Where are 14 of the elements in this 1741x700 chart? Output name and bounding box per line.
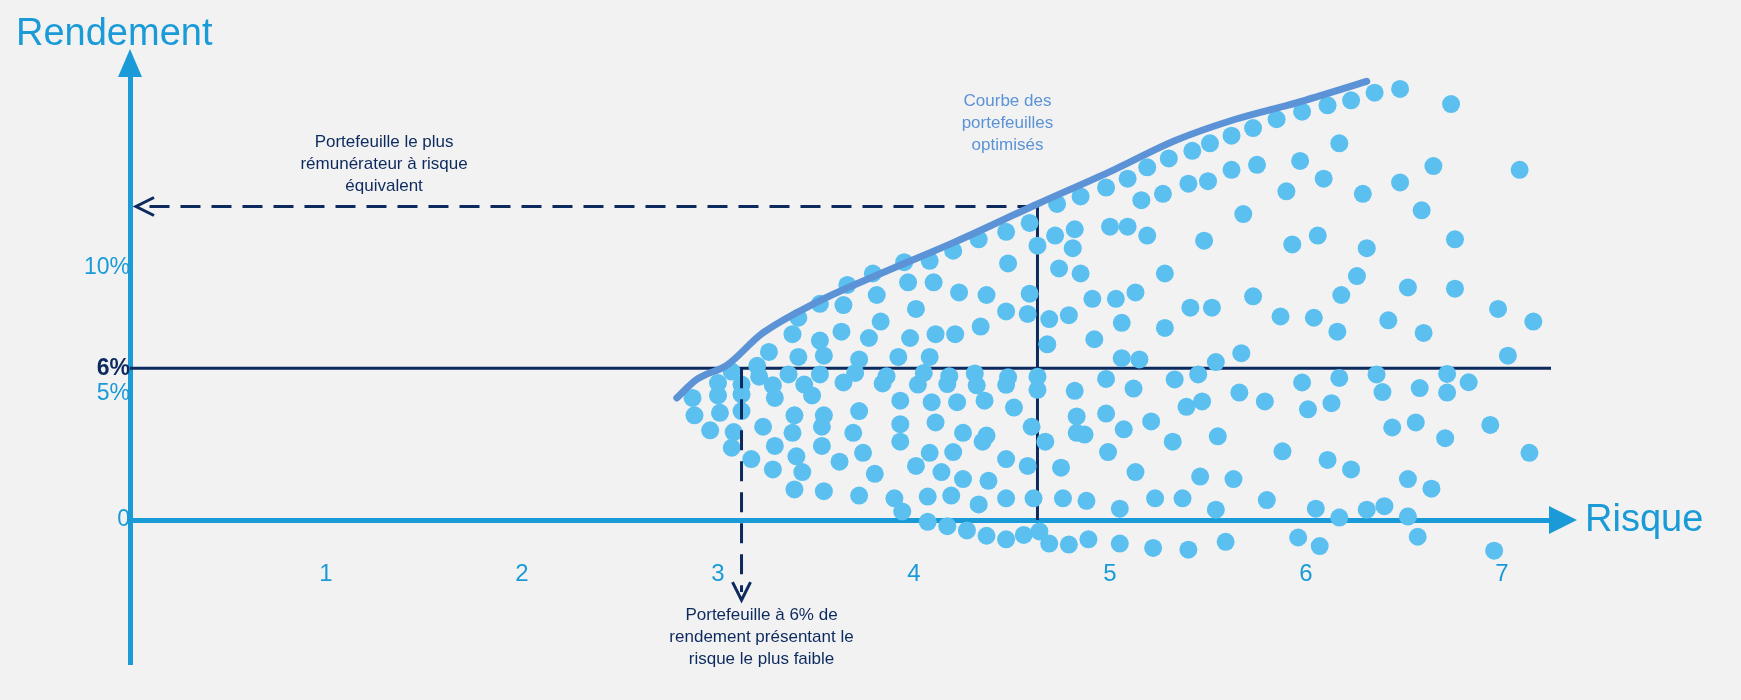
x-tick-label: 5 xyxy=(1103,559,1117,587)
x-tick-label: 2 xyxy=(515,559,529,587)
y-tick-label: 10% xyxy=(83,252,130,279)
annotation: Portefeuille le plus rémunérateur à risque équivalent xyxy=(299,130,469,197)
x-tick-label: 7 xyxy=(1495,559,1509,587)
x-tick-label: 3 xyxy=(711,559,725,587)
annotation: Portefeuille à 6% de rendement présentant le risque le plus faible xyxy=(668,604,855,671)
y-tick-label: 5% xyxy=(96,378,130,405)
x-axis-title: Risque xyxy=(1585,496,1704,539)
text: Courbe des portefeuilles optimisés xyxy=(961,90,1054,154)
x-tick-label: 1 xyxy=(319,559,333,587)
x-tick-label: 4 xyxy=(907,559,921,587)
y-axis-title: Rendement xyxy=(16,11,213,53)
x-tick-label: 6 xyxy=(1299,559,1313,587)
